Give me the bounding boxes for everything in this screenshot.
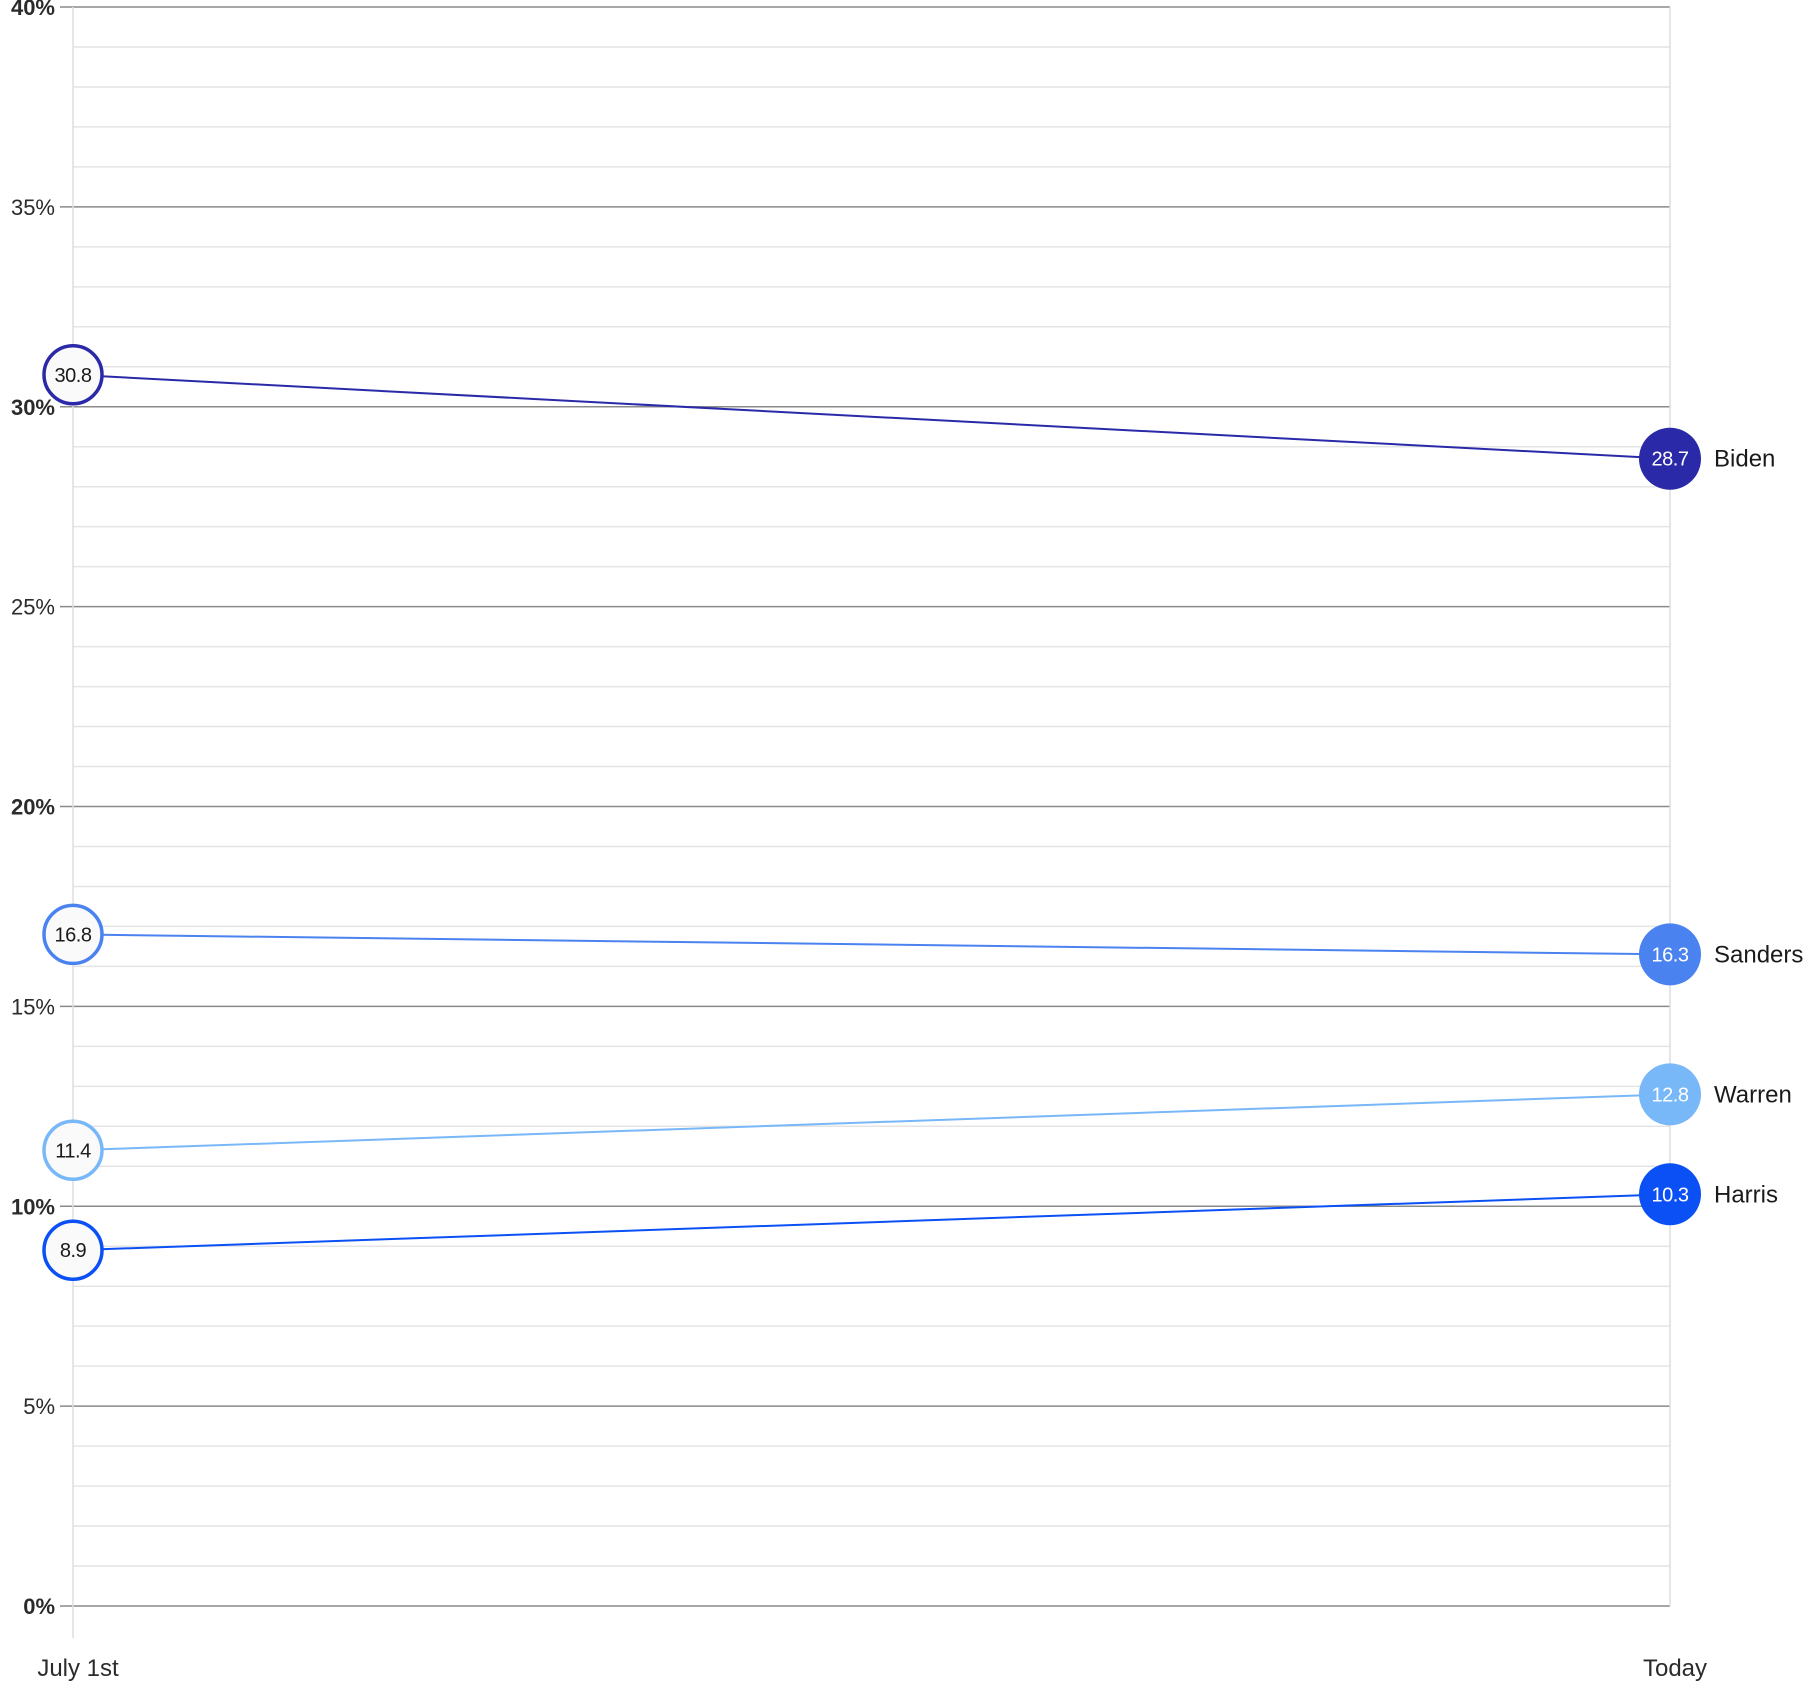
major-gridlines [60,6,1670,1607]
start-point-marker [42,1119,104,1182]
end-point-marker [1639,923,1701,986]
end-point-marker [1639,1163,1701,1226]
series-line [72,373,1671,460]
end-value-label: 28.7 [1652,449,1689,471]
start-point-marker [42,903,104,966]
series-lines [72,373,1671,1252]
x-tick-label: July 1st [37,1655,119,1682]
end-value-label: 16.3 [1652,944,1689,966]
series-name-labels: Biden Sanders Warren Harris [1714,446,1803,1209]
series-name-label: Harris [1714,1181,1778,1208]
x-axis-ticks: July 1st Today [37,1655,1707,1682]
end-point-marker [1639,1063,1701,1126]
y-tick-label: 30% [11,395,55,420]
start-value-label: 30.8 [55,365,92,387]
series-line [72,1193,1671,1252]
start-value-label: 8.9 [60,1240,87,1262]
y-tick-label: 35% [11,195,55,220]
y-tick-label: 15% [11,994,55,1019]
series-line [72,933,1671,956]
start-point-marker [42,1219,104,1281]
series-points: 30.8 28.7 16.8 16.3 11.4 12.8 8.9 10.3 [42,344,1701,1281]
y-tick-label: 20% [11,795,55,820]
y-tick-label: 40% [11,0,55,20]
start-value-label: 11.4 [55,1140,91,1162]
series-name-label: Biden [1714,446,1775,473]
y-tick-label: 25% [11,595,55,620]
x-tick-label: Today [1643,1655,1707,1682]
y-tick-label: 5% [23,1394,55,1419]
series-line [72,1093,1671,1152]
vertical-axis-lines [72,7,1671,1638]
y-tick-label: 10% [11,1194,55,1219]
end-value-label: 10.3 [1652,1184,1689,1206]
minor-gridlines [73,46,1670,1567]
y-tick-label: 0% [23,1594,55,1619]
start-point-marker [42,344,104,406]
end-point-marker [1639,427,1701,490]
series-name-label: Sanders [1714,941,1803,968]
start-value-label: 16.8 [55,924,92,946]
series-name-label: Warren [1714,1081,1792,1108]
y-axis-ticks: 0% 5% 10% 15% 20% 25% 30% 35% 40% [11,0,55,1619]
end-value-label: 12.8 [1652,1084,1689,1106]
